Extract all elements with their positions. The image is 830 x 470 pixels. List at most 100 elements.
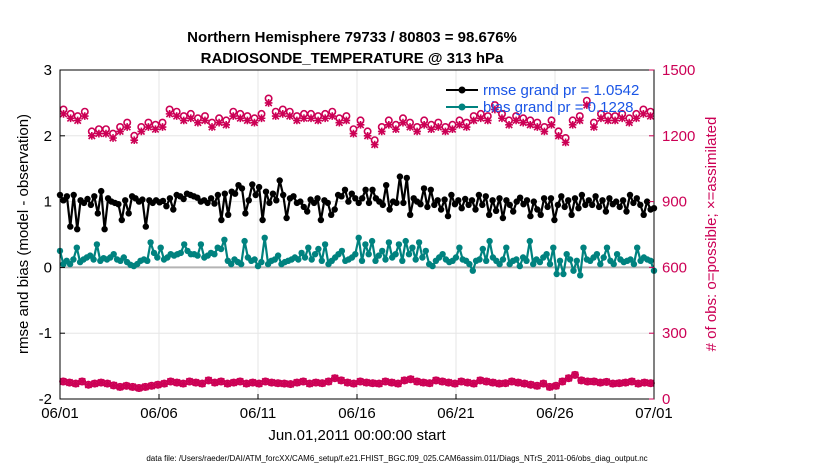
- rmse-point: [431, 201, 438, 209]
- rmse-point: [352, 195, 359, 202]
- obs-bottom-assimilated-marker: [299, 377, 308, 386]
- obs-bottom-assimilated-marker: [78, 377, 86, 386]
- obs-assimilated-marker: [116, 127, 124, 136]
- bias-point: [197, 241, 205, 248]
- obs-bottom-assimilated-marker: [634, 379, 643, 388]
- obs-bottom-assimilated-marker: [229, 378, 238, 387]
- bias-point: [580, 244, 587, 251]
- obs-assimilated-marker: [293, 116, 301, 125]
- bias-point: [298, 249, 305, 257]
- rmse-point: [276, 177, 283, 184]
- bias-point: [362, 241, 369, 248]
- obs-bottom-assimilated-marker: [116, 383, 124, 391]
- bias-point: [647, 257, 654, 264]
- rmse-point: [599, 197, 606, 204]
- bias-point: [194, 252, 201, 259]
- rmse-point: [472, 206, 479, 213]
- obs-assimilated-marker: [554, 131, 563, 140]
- rmse-point: [122, 197, 129, 204]
- rmse-point: [496, 195, 503, 202]
- x-tick-label: 06/11: [240, 405, 276, 422]
- obs-assimilated-marker: [144, 123, 153, 131]
- rmse-point: [482, 193, 489, 200]
- rmse-point: [503, 197, 510, 204]
- rmse-point: [558, 193, 565, 200]
- obs-bottom-assimilated-marker: [267, 378, 276, 387]
- bias-point: [634, 244, 641, 251]
- rmse-point: [510, 208, 517, 215]
- obs-bottom-assimilated-marker: [368, 379, 377, 388]
- bias-point: [150, 249, 158, 257]
- rmse-point: [561, 203, 568, 211]
- rmse-point: [242, 210, 249, 217]
- bias-point: [543, 251, 550, 258]
- obs-bottom-assimilated-marker: [501, 379, 510, 388]
- rmse-point: [225, 211, 232, 218]
- obs-assimilated-marker: [462, 123, 471, 131]
- obs-bottom-assimilated-marker: [438, 377, 447, 386]
- obs-bottom-assimilated-marker: [621, 378, 630, 387]
- bias-point: [241, 237, 248, 245]
- obs-bottom-assimilated-marker: [305, 379, 314, 388]
- bias-point: [382, 256, 389, 263]
- rmse-point: [530, 198, 537, 205]
- rmse-point: [589, 201, 596, 209]
- obs-bottom-assimilated-marker: [413, 377, 421, 386]
- bias-point: [181, 241, 188, 248]
- obs-assimilated-marker: [526, 120, 535, 129]
- obs-assimilated-marker: [370, 140, 379, 149]
- y-tick-label: 2: [44, 128, 52, 145]
- obs-bottom-assimilated-marker: [482, 377, 491, 386]
- y-tick-label: 3: [44, 62, 52, 79]
- rmse-point: [465, 201, 472, 209]
- obs-assimilated-marker: [222, 120, 231, 129]
- obs-assimilated-marker: [392, 125, 400, 134]
- obs-assimilated-marker: [165, 110, 174, 118]
- rmse-point: [626, 191, 634, 199]
- bias-point: [499, 256, 507, 263]
- rmse-point: [427, 186, 434, 193]
- rmse-point: [616, 203, 623, 211]
- obs-assimilated-marker: [250, 118, 259, 127]
- obs-bottom-assimilated-marker: [293, 378, 301, 387]
- obs-bottom-assimilated-marker: [204, 376, 213, 385]
- bias-point: [372, 257, 379, 264]
- series-rmse: [56, 173, 658, 233]
- obs-assimilated-marker: [547, 120, 556, 129]
- obs-bottom-assimilated-marker: [526, 380, 535, 389]
- bias-point: [301, 254, 309, 261]
- rmse-point: [259, 216, 266, 224]
- obs-bottom-assimilated-marker: [375, 379, 383, 388]
- bias-point: [546, 260, 554, 268]
- rmse-point: [386, 206, 393, 213]
- obs-assimilated-marker: [455, 120, 464, 129]
- obs-assimilated-marker: [533, 123, 542, 131]
- obs-assimilated-marker: [377, 127, 386, 136]
- obs-assimilated-marker: [328, 112, 337, 120]
- rmse-point: [142, 223, 149, 230]
- obs-assimilated-marker: [208, 123, 216, 131]
- obs-assimilated-marker: [356, 120, 365, 129]
- rmse-point: [619, 197, 627, 204]
- obs-assimilated-marker: [80, 112, 89, 120]
- plot-area: [56, 69, 658, 400]
- chart-title: Northern Hemisphere 79733 / 80803 = 98.6…: [187, 29, 517, 46]
- bias-point: [73, 244, 81, 251]
- bias-point: [318, 257, 325, 264]
- obs-bottom-assimilated-marker: [185, 377, 194, 386]
- obs-bottom-assimilated-marker: [533, 382, 541, 390]
- bias-point: [110, 251, 117, 258]
- rmse-point: [475, 191, 483, 199]
- obs-bottom-assimilated-marker: [406, 375, 415, 384]
- obs-bottom-assimilated-marker: [160, 379, 169, 388]
- rmse-point: [448, 191, 455, 199]
- obs-bottom-assimilated-marker: [128, 383, 137, 391]
- bias-point: [120, 254, 128, 261]
- bias-point: [379, 247, 386, 255]
- bias-point: [439, 251, 446, 258]
- obs-bottom-assimilated-marker: [387, 378, 396, 387]
- obs-bottom-assimilated-marker: [242, 379, 251, 388]
- x-tick-label: 06/06: [140, 405, 178, 422]
- bias-point: [93, 241, 101, 248]
- obs-bottom-assimilated-marker: [59, 377, 67, 386]
